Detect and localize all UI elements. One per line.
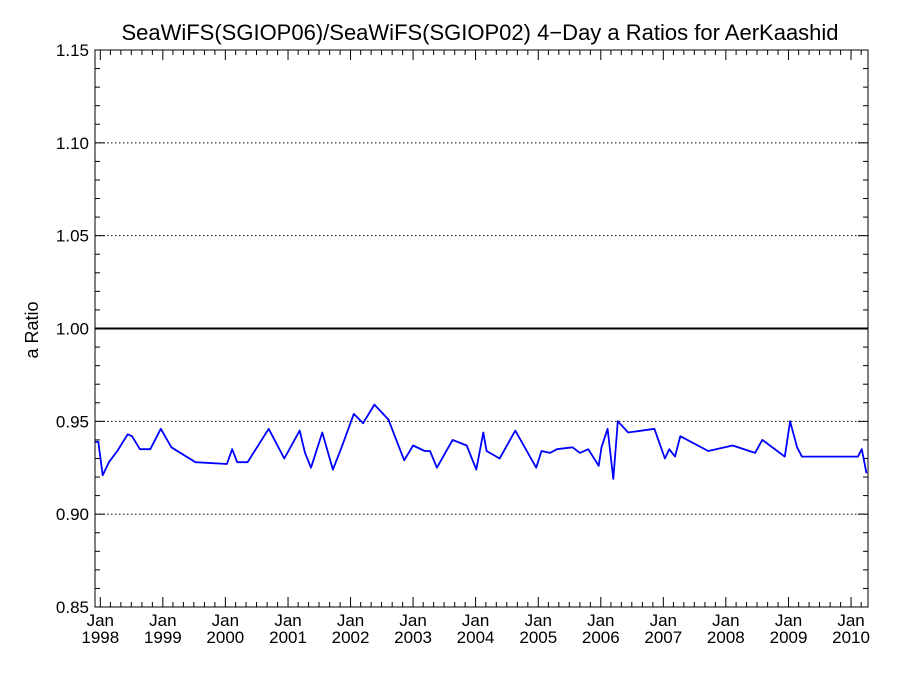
y-tick-label: 0.95 — [56, 412, 89, 431]
x-tick-label-month: Jan — [837, 611, 864, 630]
x-tick-label-year: 2003 — [394, 628, 432, 647]
x-tick-label-month: Jan — [525, 611, 552, 630]
x-tick-label-year: 1999 — [144, 628, 182, 647]
ticks-layer: 0.850.900.951.001.051.101.15Jan1998Jan19… — [56, 41, 870, 647]
y-axis-label: a Ratio — [22, 301, 42, 358]
x-tick-label-year: 2008 — [707, 628, 745, 647]
plot-frame — [94, 49, 869, 608]
x-tick-label-month: Jan — [399, 611, 426, 630]
x-tick-label-month: Jan — [274, 611, 301, 630]
x-tick-label-year: 2005 — [519, 628, 557, 647]
x-tick-label-year: 2006 — [582, 628, 620, 647]
series-layer — [95, 403, 868, 480]
x-tick-label-year: 2009 — [770, 628, 808, 647]
x-tick-label-month: Jan — [775, 611, 802, 630]
y-tick-label: 1.00 — [56, 320, 89, 339]
y-tick-label: 1.10 — [56, 134, 89, 153]
x-tick-label-month: Jan — [337, 611, 364, 630]
x-tick-label-year: 2000 — [206, 628, 244, 647]
grid-layer — [95, 142, 868, 515]
series-line — [95, 403, 868, 480]
y-tick-label: 0.85 — [56, 598, 89, 617]
chart-title: SeaWiFS(SGIOP06)/SeaWiFS(SGIOP02) 4−Day … — [121, 20, 838, 45]
x-tick-label-year: 2007 — [644, 628, 682, 647]
x-tick-label-year: 2001 — [269, 628, 307, 647]
x-tick-label-year: 2002 — [332, 628, 370, 647]
x-tick-label-month: Jan — [462, 611, 489, 630]
x-tick-label-year: 2004 — [457, 628, 495, 647]
y-tick-label: 1.05 — [56, 227, 89, 246]
x-tick-label-month: Jan — [712, 611, 739, 630]
x-tick-label-month: Jan — [212, 611, 239, 630]
x-tick-label-month: Jan — [87, 611, 114, 630]
x-tick-label-year: 1998 — [81, 628, 119, 647]
y-tick-label: 0.90 — [56, 505, 89, 524]
x-tick-label-month: Jan — [587, 611, 614, 630]
x-tick-label-month: Jan — [149, 611, 176, 630]
y-tick-label: 1.15 — [56, 41, 89, 60]
x-tick-label-month: Jan — [650, 611, 677, 630]
x-tick-label-year: 2010 — [832, 628, 870, 647]
